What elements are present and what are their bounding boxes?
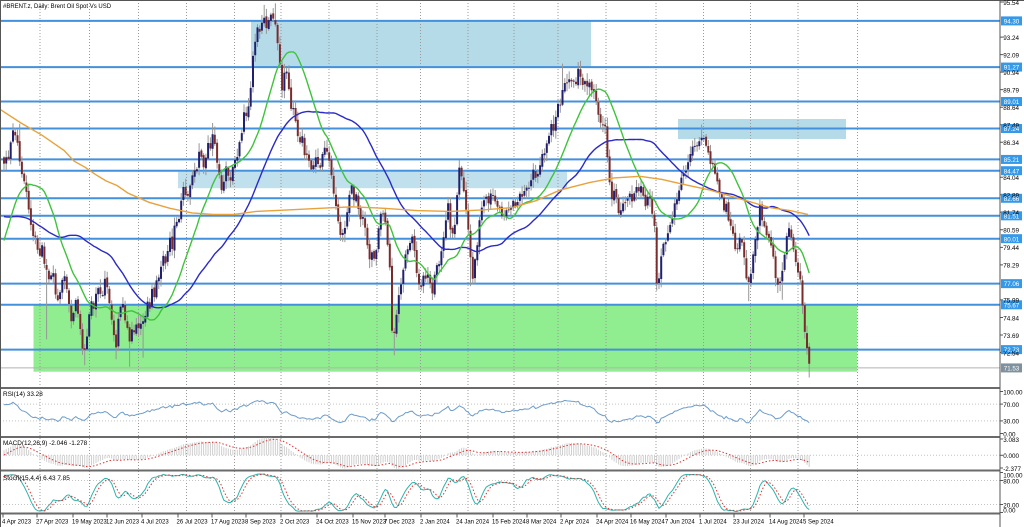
svg-text:1 Jul 2024: 1 Jul 2024 <box>699 520 727 526</box>
svg-text:8 Mar 2024: 8 Mar 2024 <box>526 520 557 526</box>
svg-text:78.29: 78.29 <box>1003 263 1019 270</box>
svg-text:100.00: 100.00 <box>1003 473 1023 480</box>
svg-text:84.04: 84.04 <box>1003 175 1019 182</box>
svg-text:94.30: 94.30 <box>1004 18 1020 25</box>
svg-text:92.09: 92.09 <box>1003 52 1019 59</box>
svg-text:MACD(12,26,9) -2.046 -1.278: MACD(12,26,9) -2.046 -1.278 <box>3 440 88 447</box>
svg-text:82.89: 82.89 <box>1003 193 1019 200</box>
svg-text:73.69: 73.69 <box>1003 333 1019 340</box>
svg-text:89.01: 89.01 <box>1004 99 1020 106</box>
svg-text:0.00: 0.00 <box>1003 431 1016 438</box>
svg-text:87.49: 87.49 <box>1003 122 1019 129</box>
svg-text:0.000: 0.000 <box>1003 453 1019 460</box>
svg-text:79.44: 79.44 <box>1003 245 1019 252</box>
svg-text:72.54: 72.54 <box>1003 350 1019 357</box>
svg-text:80.01: 80.01 <box>1004 236 1020 243</box>
svg-text:86.34: 86.34 <box>1003 140 1019 147</box>
svg-text:19 May 2023: 19 May 2023 <box>72 520 107 526</box>
svg-text:7 Dec 2023: 7 Dec 2023 <box>384 520 415 526</box>
svg-text:26 Jul 2023: 26 Jul 2023 <box>177 520 209 526</box>
svg-text:15 Nov 2023: 15 Nov 2023 <box>352 520 387 526</box>
svg-text:74.84: 74.84 <box>1003 315 1019 322</box>
svg-text:17 Aug 2023: 17 Aug 2023 <box>211 520 245 526</box>
svg-text:100.00: 100.00 <box>1003 389 1023 396</box>
svg-text:70.00: 70.00 <box>1003 402 1019 409</box>
svg-text:12 Jun 2023: 12 Jun 2023 <box>106 520 140 526</box>
svg-text:24 Jan 2024: 24 Jan 2024 <box>456 520 490 526</box>
svg-text:27 Apr 2023: 27 Apr 2023 <box>36 520 69 526</box>
svg-text:84.47: 84.47 <box>1004 168 1020 175</box>
svg-text:81.74: 81.74 <box>1003 210 1019 217</box>
svg-text:14 Aug 2024: 14 Aug 2024 <box>769 520 803 526</box>
svg-text:2 Apr 2024: 2 Apr 2024 <box>560 520 590 526</box>
svg-text:75.99: 75.99 <box>1003 298 1019 305</box>
svg-text:87.24: 87.24 <box>1004 126 1020 133</box>
svg-text:8 Sep 2023: 8 Sep 2023 <box>245 520 276 526</box>
svg-text:24 Apr 2024: 24 Apr 2024 <box>596 520 629 526</box>
svg-text:16 May 2024: 16 May 2024 <box>630 520 665 526</box>
svg-text:80.59: 80.59 <box>1003 228 1019 235</box>
svg-text:3.083: 3.083 <box>1003 437 1019 444</box>
svg-text:24 Oct 2023: 24 Oct 2023 <box>316 520 349 526</box>
svg-text:93.24: 93.24 <box>1003 35 1019 42</box>
svg-text:2 Jan 2024: 2 Jan 2024 <box>420 520 450 526</box>
svg-text:88.64: 88.64 <box>1003 105 1019 112</box>
svg-text:89.79: 89.79 <box>1003 87 1019 94</box>
svg-text:23 Jul 2024: 23 Jul 2024 <box>733 520 765 526</box>
svg-text:82.66: 82.66 <box>1004 196 1020 203</box>
svg-text:30.00: 30.00 <box>1003 419 1019 426</box>
svg-text:4 Jul 2023: 4 Jul 2023 <box>141 520 169 526</box>
svg-text:4 Apr 2023: 4 Apr 2023 <box>2 520 32 526</box>
svg-text:RSI(14) 33.28: RSI(14) 33.28 <box>3 391 43 398</box>
svg-text:95.54: 95.54 <box>1003 0 1019 7</box>
svg-text:77.06: 77.06 <box>1004 281 1020 288</box>
svg-text:71.53: 71.53 <box>1004 366 1020 373</box>
svg-text:2 Oct 2023: 2 Oct 2023 <box>280 520 310 526</box>
svg-text:20.00: 20.00 <box>1003 502 1019 509</box>
svg-text:0.00: 0.00 <box>1003 507 1016 514</box>
svg-text:#BRENT.z, Daily: Brent Oil Sp: #BRENT.z, Daily: Brent Oil Spot Vs USD <box>3 4 112 10</box>
svg-text:81.51: 81.51 <box>1004 213 1020 220</box>
svg-text:91.27: 91.27 <box>1004 65 1020 72</box>
svg-text:15 Feb 2024: 15 Feb 2024 <box>492 520 526 526</box>
svg-text:Stoch(15,4,4) 6.43 7.85: Stoch(15,4,4) 6.43 7.85 <box>3 475 70 482</box>
svg-text:90.94: 90.94 <box>1003 70 1019 77</box>
svg-text:85.21: 85.21 <box>1004 157 1020 164</box>
svg-text:72.73: 72.73 <box>1004 347 1020 354</box>
svg-text:7 Jun 2024: 7 Jun 2024 <box>665 520 695 526</box>
svg-text:80.00: 80.00 <box>1003 478 1019 485</box>
svg-text:-2.377: -2.377 <box>1003 466 1021 473</box>
svg-text:75.67: 75.67 <box>1004 302 1020 309</box>
svg-text:5 Sep 2024: 5 Sep 2024 <box>803 520 834 526</box>
